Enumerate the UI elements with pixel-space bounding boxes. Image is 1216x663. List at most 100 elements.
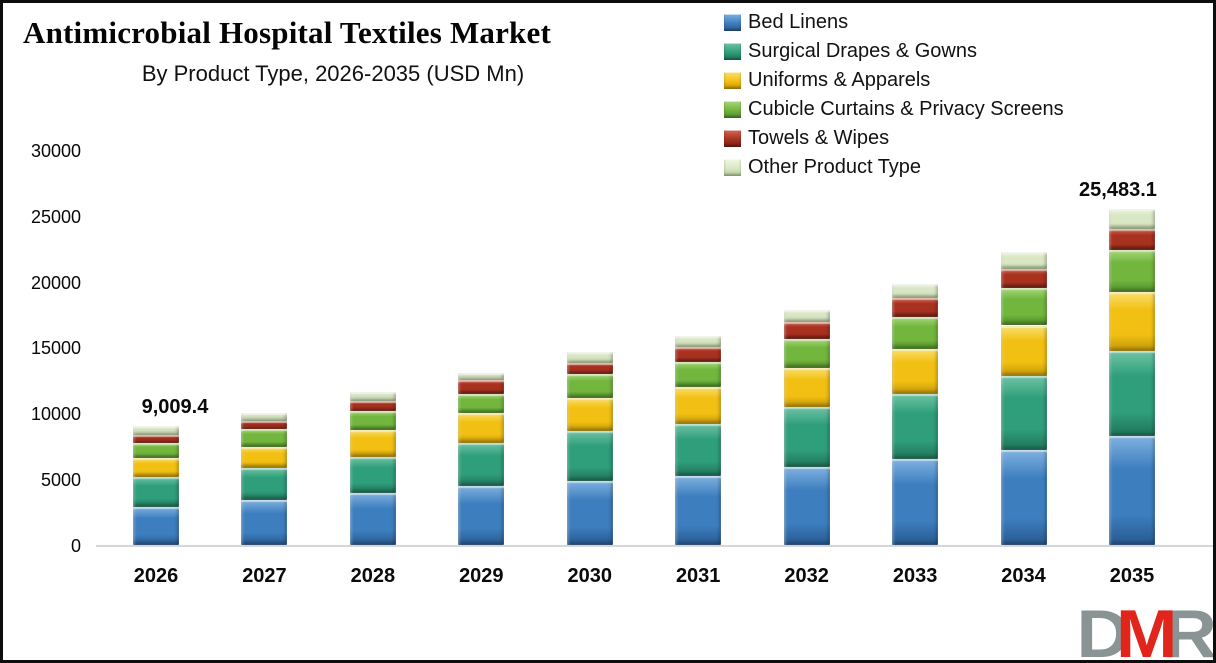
bar-segment-uniforms-apparels-2027	[241, 446, 288, 468]
bar-segment-towels-wipes-2032	[783, 322, 830, 339]
bar-segment-cubicle-curtains-privacy-screens-2035	[1108, 250, 1155, 292]
bar-segment-surgical-drapes-gowns-2029	[458, 443, 505, 487]
bar-segment-other-product-type-2028	[349, 391, 396, 401]
bar-segment-bed-linens-2033	[892, 458, 939, 545]
logo-letter-r: R	[1163, 595, 1213, 663]
bar-segment-uniforms-apparels-2029	[458, 412, 505, 444]
data-label-2035: 25,483.1	[1079, 179, 1157, 202]
legend-label: Towels & Wipes	[748, 127, 890, 149]
bar-segment-cubicle-curtains-privacy-screens-2027	[241, 428, 288, 447]
bar-segment-towels-wipes-2031	[675, 347, 722, 362]
legend-label: Cubicle Curtains & Privacy Screens	[748, 98, 1064, 120]
legend-item-bed-linens: Bed Linens	[724, 8, 1064, 37]
chart-title: Antimicrobial Hospital Textiles Market	[23, 15, 551, 50]
bar-segment-towels-wipes-2033	[892, 297, 939, 317]
bar-segment-surgical-drapes-gowns-2031	[675, 423, 722, 477]
legend-marker-towels-wipes-icon	[724, 130, 741, 147]
y-axis-tick-5000: 5000	[40, 470, 81, 491]
x-axis-label-2033: 2033	[892, 565, 938, 587]
legend-marker-bed-linens-icon	[724, 14, 741, 31]
bar-segment-bed-linens-2026	[133, 506, 179, 545]
bar-segment-other-product-type-2030	[566, 351, 613, 363]
bar-segment-bed-linens-2030	[566, 481, 613, 545]
bar-segment-surgical-drapes-gowns-2035	[1108, 351, 1155, 436]
bar-segment-surgical-drapes-gowns-2032	[783, 406, 830, 468]
y-axis-tick-25000: 25000	[30, 206, 81, 227]
bar-segment-other-product-type-2027	[241, 413, 288, 422]
bar-segment-cubicle-curtains-privacy-screens-2031	[675, 361, 722, 388]
bar-segment-cubicle-curtains-privacy-screens-2028	[349, 410, 396, 431]
bar-segment-other-product-type-2033	[892, 284, 939, 298]
bar-segment-towels-wipes-2030	[566, 362, 613, 374]
legend-item-cubicle-curtains-privacy-screens: Cubicle Curtains & Privacy Screens	[724, 95, 1064, 124]
x-axis-label-2028: 2028	[350, 565, 396, 587]
chart-subtitle: By Product Type, 2026-2035 (USD Mn)	[141, 61, 525, 86]
legend: Bed Linens Surgical Drapes & Gowns Uniform…	[724, 8, 1064, 182]
legend-item-surgical-drapes-gowns: Surgical Drapes & Gowns	[724, 37, 1064, 66]
bar-segment-cubicle-curtains-privacy-screens-2030	[566, 373, 613, 398]
legend-marker-cubicle-curtains-privacy-screens-icon	[724, 101, 741, 118]
legend-label: Surgical Drapes & Gowns	[748, 40, 977, 62]
logo-letter-m: M	[1115, 595, 1178, 663]
bar-segment-bed-linens-2028	[349, 493, 396, 545]
legend-marker-surgical-drapes-gowns-icon	[724, 43, 741, 60]
bar-segment-uniforms-apparels-2034	[1000, 325, 1047, 377]
x-axis-label-2035: 2035	[1109, 565, 1155, 587]
logo-letter-d: D	[1076, 595, 1130, 663]
y-axis-tick-15000: 15000	[30, 338, 81, 359]
bar-segment-uniforms-apparels-2030	[566, 397, 613, 431]
bar-segment-towels-wipes-2029	[458, 380, 505, 394]
bar-segment-uniforms-apparels-2028	[349, 430, 396, 457]
bar-segment-other-product-type-2026	[133, 426, 179, 435]
bar-segment-cubicle-curtains-privacy-screens-2026	[133, 442, 179, 458]
bar-segment-other-product-type-2032	[783, 309, 830, 323]
bar-segment-surgical-drapes-gowns-2027	[241, 467, 288, 501]
x-axis-label-2034: 2034	[1001, 565, 1046, 587]
x-axis-line	[96, 545, 1213, 547]
legend-item-uniforms-apparels: Uniforms & Apparels	[724, 66, 1064, 95]
data-label-2026: 9,009.4	[141, 396, 209, 419]
bar-segment-towels-wipes-2028	[349, 400, 396, 411]
bar-segment-other-product-type-2029	[458, 372, 505, 381]
bar-segment-surgical-drapes-gowns-2028	[349, 456, 396, 494]
bar-segment-towels-wipes-2035	[1108, 228, 1155, 251]
bar-segment-surgical-drapes-gowns-2033	[892, 393, 939, 459]
bar-segment-surgical-drapes-gowns-2034	[1000, 376, 1047, 450]
bar-segment-bed-linens-2035	[1108, 435, 1155, 545]
bar-segment-towels-wipes-2034	[1000, 269, 1047, 289]
bar-segment-surgical-drapes-gowns-2030	[566, 430, 613, 482]
bar-segment-cubicle-curtains-privacy-screens-2033	[892, 316, 939, 349]
x-axis-label-2027: 2027	[242, 565, 287, 587]
y-axis-tick-20000: 20000	[30, 272, 81, 293]
legend-label: Uniforms & Apparels	[748, 69, 931, 91]
x-axis-label-2029: 2029	[459, 565, 504, 587]
y-axis-tick-30000: 30000	[30, 140, 81, 161]
bar-segment-bed-linens-2032	[783, 467, 830, 545]
bar-segment-uniforms-apparels-2035	[1108, 291, 1155, 352]
bar-segment-towels-wipes-2027	[241, 421, 288, 429]
y-axis-tick-10000: 10000	[30, 404, 81, 425]
bar-segment-cubicle-curtains-privacy-screens-2029	[458, 393, 505, 413]
legend-item-other-product-type: Other Product Type	[724, 153, 1064, 182]
bar-segment-uniforms-apparels-2033	[892, 348, 939, 394]
bar-segment-uniforms-apparels-2026	[133, 457, 179, 478]
x-axis-label-2026: 2026	[133, 565, 179, 587]
bar-segment-other-product-type-2031	[675, 336, 722, 348]
bar-segment-cubicle-curtains-privacy-screens-2032	[783, 338, 830, 368]
bar-segment-bed-linens-2029	[458, 486, 505, 545]
bar-segment-bed-linens-2034	[1000, 449, 1047, 545]
bar-segment-towels-wipes-2026	[133, 434, 179, 443]
bar-segment-surgical-drapes-gowns-2026	[133, 477, 179, 507]
bar-segment-uniforms-apparels-2031	[675, 387, 722, 424]
bar-segment-other-product-type-2035	[1108, 209, 1155, 229]
legend-label: Other Product Type	[748, 156, 922, 178]
legend-marker-uniforms-apparels-icon	[724, 72, 741, 89]
bar-segment-cubicle-curtains-privacy-screens-2034	[1000, 288, 1047, 326]
legend-marker-other-product-type-icon	[724, 159, 741, 176]
legend-label: Bed Linens	[748, 11, 849, 33]
legend-item-towels-wipes: Towels & Wipes	[724, 124, 1064, 153]
bar-segment-other-product-type-2034	[1000, 251, 1047, 270]
bar-segment-bed-linens-2031	[675, 476, 722, 545]
